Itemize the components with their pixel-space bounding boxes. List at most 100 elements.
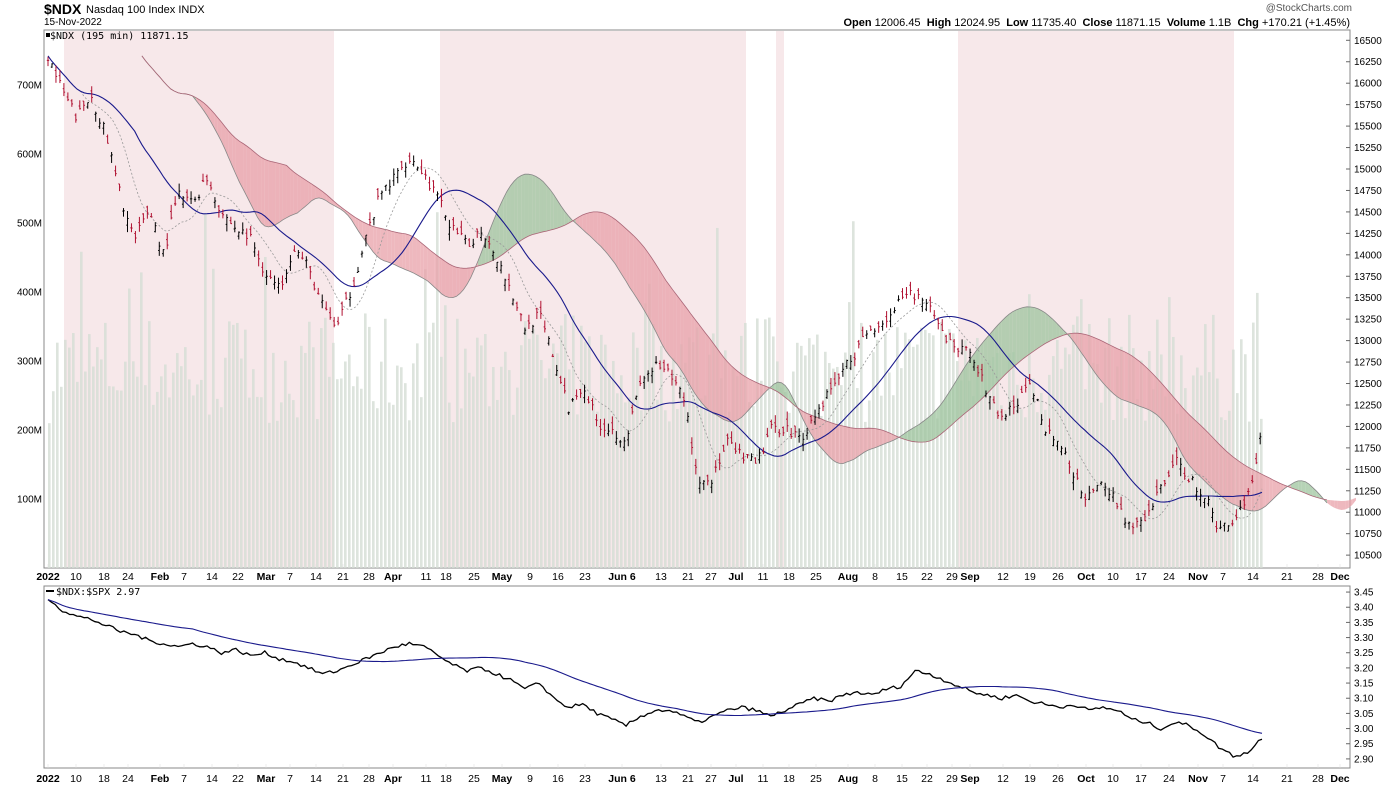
low-label: Low <box>1006 17 1029 29</box>
date-tick-label: Apr <box>384 773 402 785</box>
date-tick-label: Jun 6 <box>608 773 636 785</box>
cloud-segment-bear <box>441 259 446 297</box>
cloud-segment-bear <box>853 428 858 460</box>
cloud-segment-bear <box>376 227 381 259</box>
cloud-segment-bear <box>846 426 851 463</box>
volume-bar <box>416 343 419 568</box>
cloud-segment-bull <box>947 388 952 429</box>
cloud-segment-bull <box>492 214 497 261</box>
cloud-segment-bear <box>1218 443 1223 497</box>
ratio-tick-label: 3.00 <box>1354 724 1374 735</box>
cloud-segment-bear <box>387 229 392 264</box>
cloud-segment-bear <box>579 214 583 230</box>
ratio-tick-label: 3.35 <box>1354 618 1374 629</box>
cloud-segment-bear <box>405 233 410 272</box>
volume-bar <box>128 288 131 568</box>
volume-bar <box>640 410 643 568</box>
volume-bar <box>164 364 167 568</box>
cloud-segment-bull <box>781 382 786 398</box>
cloud-segment-bear <box>1131 355 1136 405</box>
cloud-segment-bull <box>496 206 500 259</box>
date-tick-label: 7 <box>181 571 187 583</box>
cloud-segment-bull <box>962 365 966 416</box>
price-tick-label: 12000 <box>1354 422 1382 433</box>
volume-bar <box>932 335 935 568</box>
cloud-segment-bear <box>1280 483 1284 493</box>
price-tick-label: 10750 <box>1354 529 1382 540</box>
cloud-segment-bear <box>1272 479 1277 500</box>
volume-bar <box>312 347 315 568</box>
volume-bar <box>872 352 875 568</box>
volume-bar <box>392 404 395 568</box>
volume-bar <box>1064 347 1067 568</box>
volume-bar <box>60 386 63 568</box>
volume-bar <box>276 420 279 568</box>
volume-bar <box>772 336 775 568</box>
volume-bar <box>1252 322 1255 568</box>
price-legend: $NDX (195 min) 11871.15 <box>50 31 188 42</box>
volume-bar <box>912 346 915 568</box>
volume-bar <box>1132 348 1135 568</box>
date-tick-label: 10 <box>1107 571 1119 583</box>
volume-bar <box>240 358 243 568</box>
cloud-segment-bear <box>640 243 645 311</box>
cloud-segment-bull <box>1305 481 1309 495</box>
volume-bar <box>1004 410 1007 568</box>
date-tick-label: Mar <box>257 773 276 785</box>
date-axis-top: 2022 10 18 24 Feb 7 14 22 Mar 7 14 21 28 Apr 11 18 25 May… <box>36 564 1350 583</box>
cloud-segment-bear <box>748 378 753 410</box>
cloud-segment-bear <box>1276 481 1281 496</box>
volume-bar <box>980 395 983 568</box>
cloud-segment-bear <box>1269 477 1273 503</box>
volume-bar <box>972 396 975 568</box>
cloud-segment-bear <box>228 131 233 167</box>
volume-bar <box>836 366 839 568</box>
volume-bar <box>220 407 223 568</box>
volume-bar <box>1028 294 1031 568</box>
cloud-segment-bull <box>1298 480 1302 492</box>
cloud-segment-bear <box>304 179 309 208</box>
cloud-segment-bear <box>1215 439 1219 494</box>
cloud-segment-bear <box>1081 333 1085 358</box>
date-tick-label: Jul <box>728 571 743 583</box>
volume-bar <box>940 321 943 568</box>
cloud-segment-bear <box>235 138 240 183</box>
volume-bar <box>72 333 75 568</box>
volume-bar <box>488 406 491 568</box>
volume-bar <box>724 350 727 568</box>
volume-bar <box>1188 415 1191 568</box>
cloud-segment-bull <box>539 178 543 233</box>
cloud-segment-bear <box>756 382 760 402</box>
cloud-segment-bear <box>463 268 468 290</box>
price-tick-label: 14250 <box>1354 229 1382 240</box>
date-tick-label: 17 <box>1135 773 1147 785</box>
cloud-segment-bull <box>954 377 959 423</box>
volume-bar <box>280 402 283 568</box>
cloud-segment-bull <box>1037 308 1042 349</box>
volume-bar <box>52 391 55 568</box>
volume-bar <box>1152 389 1155 568</box>
cloud-segment-bear <box>380 228 385 261</box>
volume-bar <box>380 361 383 568</box>
cloud-segment-bear <box>239 141 244 190</box>
cloud-segment-bear <box>1124 351 1129 402</box>
date-tick-label: 22 <box>921 773 933 785</box>
volume-bar <box>1192 375 1195 568</box>
volume-bar <box>348 354 351 568</box>
cloud-segment-bear <box>282 164 287 220</box>
cloud-segment-bull <box>900 433 905 440</box>
brand-watermark[interactable]: @StockCharts.com <box>1265 3 1352 14</box>
cloud-segment-bull <box>488 223 493 263</box>
cloud-segment-bear <box>835 424 840 464</box>
open-value: 12006.45 <box>874 17 921 29</box>
cloud-segment-bear <box>290 168 294 216</box>
volume-bar <box>876 339 879 568</box>
date-tick-label: 10 <box>1107 773 1119 785</box>
cloud-segment-bull <box>510 181 515 249</box>
cloud-segment-bear <box>1160 382 1165 423</box>
volume-bar <box>832 368 835 568</box>
cloud-segment-bull <box>922 419 926 443</box>
cloud-segment-bear <box>1164 386 1169 428</box>
volume-bar <box>552 343 555 568</box>
